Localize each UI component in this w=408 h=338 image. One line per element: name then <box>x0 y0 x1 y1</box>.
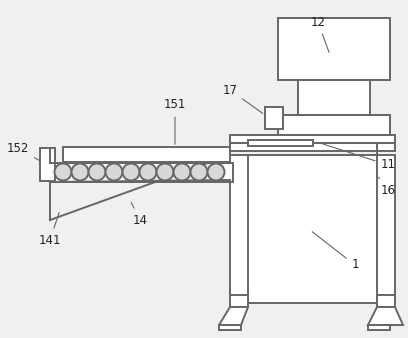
Circle shape <box>122 164 140 180</box>
Text: 12: 12 <box>310 16 329 52</box>
Text: 11: 11 <box>323 144 395 171</box>
Bar <box>230 143 395 151</box>
Bar <box>368 325 390 330</box>
Bar <box>377 295 395 307</box>
Bar <box>248 140 313 146</box>
Bar <box>278 18 390 80</box>
Circle shape <box>71 164 89 180</box>
Bar <box>230 295 248 307</box>
Bar <box>230 155 395 303</box>
Bar <box>298 80 370 115</box>
Circle shape <box>173 164 191 180</box>
Polygon shape <box>219 307 248 325</box>
Bar <box>230 135 395 143</box>
Bar <box>63 147 230 162</box>
Bar <box>265 107 283 129</box>
Bar <box>219 325 241 330</box>
Circle shape <box>157 164 173 180</box>
Bar <box>278 115 390 135</box>
Polygon shape <box>368 307 403 325</box>
Circle shape <box>140 164 157 180</box>
Text: 151: 151 <box>164 98 186 144</box>
Bar <box>40 148 55 181</box>
Text: 152: 152 <box>7 142 40 161</box>
Text: 14: 14 <box>131 202 148 226</box>
Circle shape <box>55 164 71 180</box>
Circle shape <box>208 164 224 180</box>
Text: 17: 17 <box>222 83 263 113</box>
Bar <box>50 163 233 182</box>
Text: 16: 16 <box>379 177 395 196</box>
Text: 1: 1 <box>312 232 359 271</box>
Circle shape <box>191 164 208 180</box>
Circle shape <box>89 164 106 180</box>
Text: 141: 141 <box>39 213 61 246</box>
Circle shape <box>106 164 122 180</box>
